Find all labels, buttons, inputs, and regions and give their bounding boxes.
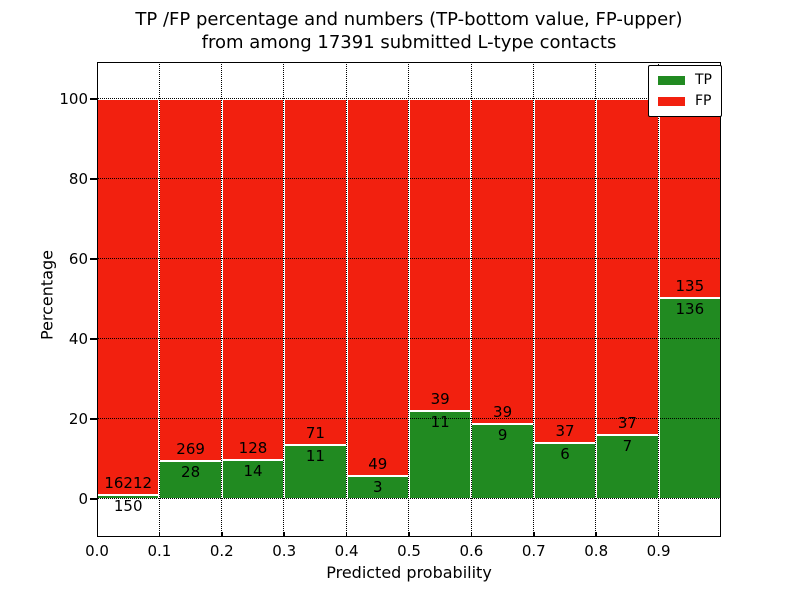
y-tickmark [90, 258, 97, 260]
fp-count-label: 128 [238, 438, 268, 457]
tp-count-label: 150 [113, 497, 143, 516]
bar-segment-fp [471, 99, 534, 424]
x-tick-label: 0.9 [646, 542, 671, 560]
fp-count-label: 49 [368, 454, 388, 473]
chart-title-line1: TP /FP percentage and numbers (TP-bottom… [135, 9, 683, 30]
x-tickmark [595, 532, 597, 537]
x-tick-label: 0.8 [584, 542, 609, 560]
bar-segment-fp [97, 99, 160, 496]
fp-count-label: 16212 [104, 474, 153, 493]
bar-segment-tp [533, 443, 597, 499]
x-tick-label: 0.0 [85, 542, 109, 560]
y-tick-label: 20 [68, 410, 88, 428]
bar-segment-tp [471, 424, 534, 499]
bar-segment-fp [596, 99, 659, 436]
x-tickmark [283, 532, 285, 537]
fp-count-label: 135 [675, 277, 705, 296]
bar-segment-fp [409, 99, 472, 411]
y-tick-label: 40 [68, 330, 88, 348]
x-tickmark [657, 532, 660, 537]
tp-count-label: 6 [560, 445, 570, 464]
x-tick-label: 0.4 [334, 542, 359, 560]
bar-segment-fp [221, 99, 285, 460]
y-tickmark [90, 178, 97, 180]
fp-count-label: 39 [493, 403, 513, 421]
fp-count-label: 37 [617, 414, 637, 433]
tp-count-label: 14 [243, 461, 263, 480]
bar-segment-fp [658, 99, 721, 299]
x-tick-label: 0.2 [209, 542, 234, 560]
fp-swatch-icon [658, 97, 685, 106]
x-gridline [470, 62, 472, 537]
tp-count-label: 28 [181, 463, 201, 482]
bar-segment-tp [658, 298, 721, 499]
legend-entry-fp: FP [658, 94, 712, 109]
y-tick-label: 80 [68, 170, 88, 188]
bar-segment-fp [533, 99, 597, 444]
fp-count-label: 71 [305, 424, 325, 443]
y-tick-label: 60 [68, 250, 88, 268]
x-tick-label: 0.3 [272, 542, 297, 560]
fp-count-label: 39 [430, 390, 450, 408]
x-gridline [657, 62, 659, 537]
legend: TP FP [648, 65, 722, 117]
x-tick-label: 0.7 [521, 542, 546, 560]
x-tick-label: 0.6 [459, 542, 484, 560]
x-gridline [345, 62, 347, 537]
x-tickmark [221, 532, 223, 537]
tp-count-label: 136 [675, 300, 705, 319]
y-tickmark [90, 498, 97, 500]
x-tickmark [470, 532, 473, 537]
chart-title-line2: from among 17391 submitted L-type contac… [201, 32, 617, 53]
y-tick-label: 0 [78, 490, 88, 508]
x-gridline [408, 62, 410, 537]
y-tick-label: 100 [59, 90, 88, 108]
x-axis-label: Predicted probability [326, 563, 492, 582]
tp-count-label: 11 [430, 413, 450, 431]
bar-segment-tp [284, 445, 347, 499]
x-tick-label: 0.1 [147, 542, 172, 560]
tp-count-label: 11 [305, 447, 325, 466]
bar-segment-tp [596, 435, 659, 499]
y-tickmark [90, 338, 97, 340]
tp-count-label: 7 [622, 437, 633, 456]
x-gridline [283, 62, 285, 537]
legend-entry-tp: TP [658, 73, 712, 88]
bar-segment-fp [284, 99, 347, 446]
fp-count-label: 37 [555, 422, 575, 441]
y-tickmark [90, 98, 97, 100]
bar-segment-fp [159, 99, 222, 462]
tp-count-label: 9 [497, 426, 508, 444]
bar-segment-fp [346, 99, 409, 476]
x-gridline [533, 62, 535, 537]
bar-segment-tp [159, 461, 222, 499]
tp-swatch-icon [658, 76, 685, 85]
legend-label-tp: TP [695, 72, 712, 88]
x-tickmark [158, 532, 161, 537]
x-gridline [595, 62, 597, 537]
legend-label-fp: FP [695, 93, 712, 109]
x-tickmark [408, 532, 410, 537]
x-tickmark [345, 532, 348, 537]
plot-area: 16212 150 269 28 128 14 71 11 49 3 39 11 39 9 37 6 37 7 13… [90, 62, 721, 537]
fp-count-label: 269 [176, 440, 205, 459]
x-gridline [158, 62, 160, 537]
x-tick-label: 0.5 [397, 542, 421, 560]
x-gridline [221, 62, 223, 537]
chart-title: TP /FP percentage and numbers (TP-bottom… [97, 8, 721, 54]
x-tickmark [533, 532, 535, 537]
y-tickmark [90, 418, 97, 420]
tp-count-label: 3 [373, 477, 383, 496]
